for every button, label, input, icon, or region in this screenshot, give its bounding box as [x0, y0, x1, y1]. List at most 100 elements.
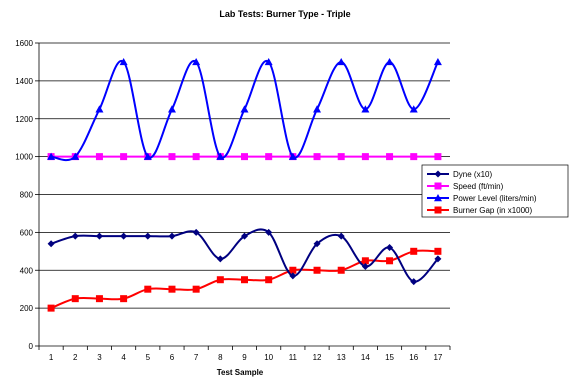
data-point [47, 240, 55, 248]
x-tick-label: 17 [433, 353, 442, 362]
series-3 [47, 57, 442, 162]
x-tick-label: 1 [49, 353, 54, 362]
legend-swatch-marker [434, 194, 442, 202]
x-tick-label: 4 [121, 353, 126, 362]
data-point [241, 232, 248, 240]
data-point [409, 105, 418, 113]
data-point [264, 57, 273, 66]
data-point [361, 257, 369, 265]
x-tick-label: 15 [385, 353, 394, 362]
data-point [434, 255, 442, 263]
data-point [337, 266, 345, 274]
x-tick-label: 5 [146, 353, 151, 362]
data-point [337, 57, 346, 66]
legend-label: Speed (ft/min) [453, 182, 504, 191]
data-point [47, 304, 55, 312]
data-point [240, 105, 249, 113]
data-point [241, 153, 248, 161]
data-point [168, 153, 176, 161]
data-point [95, 295, 103, 303]
series-lines [47, 57, 442, 312]
data-point [337, 232, 345, 240]
data-point [95, 105, 104, 113]
data-point [433, 57, 442, 66]
data-point [71, 152, 80, 160]
legend-swatch-marker [434, 206, 442, 214]
series-2 [47, 153, 442, 161]
data-point [434, 247, 442, 255]
series-4 [47, 247, 442, 312]
x-tick-label: 12 [313, 353, 322, 362]
y-tick-label: 1200 [15, 115, 33, 124]
data-point [361, 105, 370, 113]
y-tick-labels: 0 200 400 600 800 1000 1200 1400 1600 [15, 39, 33, 351]
data-point [313, 240, 321, 248]
data-point [119, 57, 128, 66]
data-point [385, 57, 394, 66]
x-tick-label: 13 [337, 353, 346, 362]
series-1 [47, 228, 442, 286]
data-point [143, 152, 152, 160]
data-point [288, 152, 297, 160]
data-point [313, 266, 321, 274]
data-point [410, 278, 418, 286]
data-point [167, 105, 176, 113]
axes [35, 42, 451, 350]
data-point [265, 228, 273, 236]
y-tick-label: 1400 [15, 77, 33, 86]
data-point [289, 266, 297, 274]
data-point [168, 285, 176, 293]
y-tick-label: 200 [20, 304, 34, 313]
y-tick-label: 800 [20, 191, 34, 200]
data-point [265, 276, 273, 284]
x-tick-label: 9 [242, 353, 247, 362]
data-point [265, 153, 273, 161]
data-point [192, 228, 200, 236]
x-tick-label: 7 [194, 353, 199, 362]
data-point [313, 153, 321, 161]
data-point [47, 152, 56, 160]
data-point [95, 153, 103, 161]
data-point [144, 285, 152, 293]
data-point [216, 152, 225, 160]
data-point [144, 232, 152, 240]
y-tick-label: 600 [20, 228, 34, 237]
gridlines [39, 42, 450, 309]
y-tick-label: 1600 [15, 39, 33, 48]
legend-label: Burner Gap (in x1000) [453, 206, 532, 215]
data-point [95, 232, 103, 240]
data-point [120, 232, 128, 240]
data-point [241, 276, 248, 284]
data-point [168, 232, 176, 240]
x-tick-label: 11 [289, 353, 298, 362]
legend-label: Power Level (liters/min) [453, 194, 537, 203]
data-point [361, 153, 369, 161]
legend: Dyne (x10) Speed (ft/min) Power Level (lit… [421, 164, 569, 218]
data-point [192, 57, 201, 66]
x-tick-label: 16 [409, 353, 418, 362]
x-tick-label: 8 [218, 353, 223, 362]
y-tick-label: 0 [29, 342, 34, 351]
data-point [120, 153, 128, 161]
legend-entry: Speed (ft/min) [427, 182, 504, 191]
data-point [434, 153, 442, 161]
legend-entry: Burner Gap (in x1000) [427, 206, 532, 215]
x-tick-label: 3 [97, 353, 102, 362]
data-point [410, 247, 418, 255]
data-point [71, 232, 79, 240]
legend-swatch-marker [434, 170, 442, 178]
chart-title: Lab Tests: Burner Type - Triple [219, 9, 350, 19]
x-tick-label: 6 [170, 353, 175, 362]
data-point [71, 295, 79, 303]
data-point [386, 153, 394, 161]
x-tick-label: 2 [73, 353, 78, 362]
data-point [289, 272, 297, 280]
data-point [361, 262, 369, 270]
x-tick-label: 14 [361, 353, 370, 362]
y-tick-label: 1000 [15, 153, 33, 162]
x-axis-label: Test Sample [217, 368, 264, 377]
data-point [337, 153, 345, 161]
x-tick-label: 10 [264, 353, 273, 362]
